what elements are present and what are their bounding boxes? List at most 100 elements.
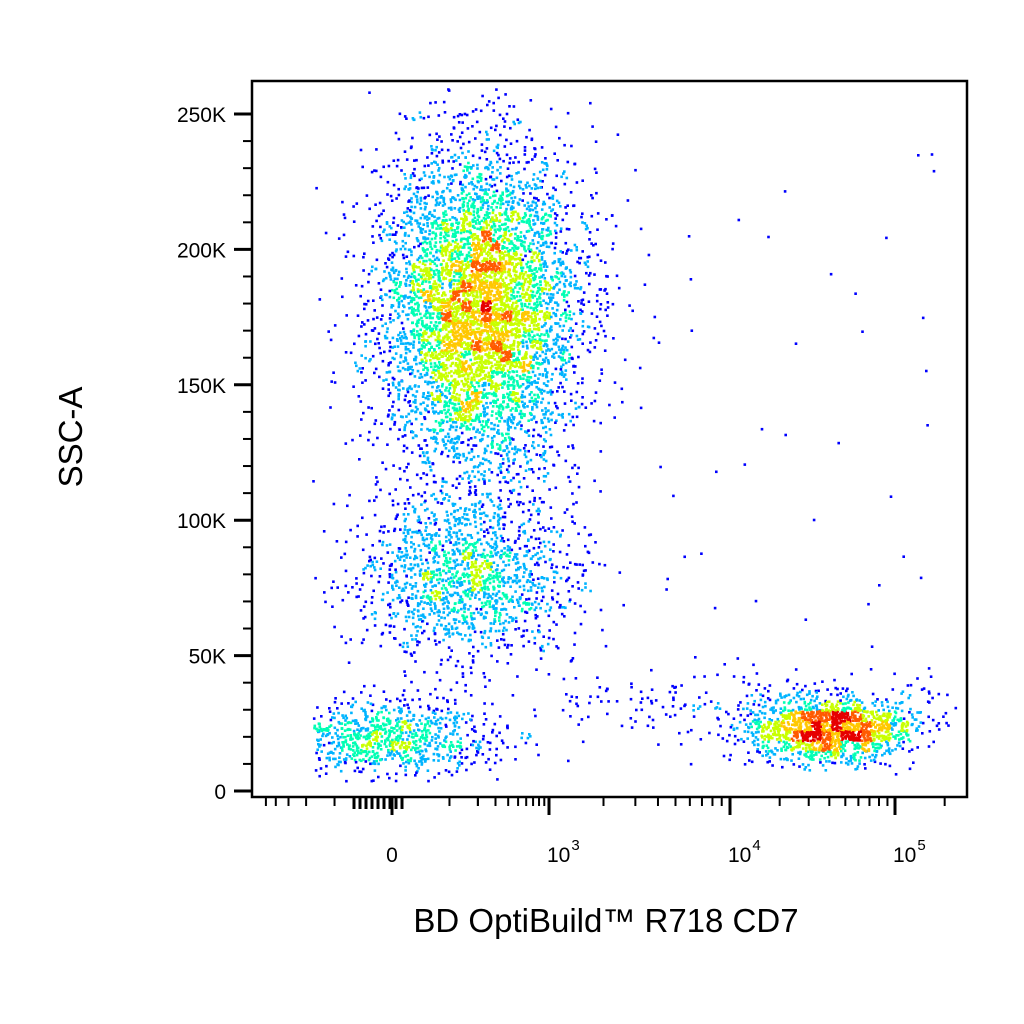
event-point [537,252,541,255]
event-point [471,384,474,387]
event-point [412,328,416,331]
event-point [458,518,462,522]
event-point [504,232,507,236]
event-point [451,307,455,311]
event-point [510,420,513,424]
event-point [492,246,495,250]
event-point [546,292,549,296]
event-point [375,495,378,499]
event-point [532,318,536,321]
event-point [492,399,495,403]
event-point [460,379,464,383]
event-point [471,220,475,224]
event-point [413,336,416,340]
event-point [481,247,484,250]
event-point [473,419,477,422]
event-point [475,331,478,334]
event-point [441,382,444,386]
event-point [477,241,480,245]
event-point [514,277,518,281]
event-point [521,317,525,320]
event-point [479,269,482,273]
event-point [333,324,337,327]
event-point [460,402,464,406]
event-point [415,322,418,326]
event-point [506,305,510,308]
event-point [483,451,486,455]
event-point [374,483,378,486]
event-point [582,330,586,333]
event-point [529,366,533,370]
event-point [426,326,429,330]
event-point [568,480,572,483]
event-point [417,385,420,388]
event-point [470,450,474,453]
event-point [558,280,562,284]
event-point [458,210,461,213]
event-point [492,322,496,326]
event-point [435,248,439,252]
event-point [549,433,553,437]
event-point [493,228,497,232]
event-point [489,257,492,260]
event-point [428,306,431,309]
event-point [479,340,482,344]
event-point [530,319,534,322]
event-point [467,161,470,165]
event-point [465,367,469,371]
event-point [469,285,473,289]
event-point [463,219,466,223]
event-point [476,227,479,231]
event-point [465,425,469,428]
event-point [511,242,514,245]
event-point [388,409,391,412]
event-point [514,360,518,364]
event-point [504,333,508,337]
event-point [537,377,540,380]
event-point [375,148,378,151]
event-point [476,269,479,272]
event-point [492,309,496,312]
event-point [412,307,415,311]
event-point [486,200,489,204]
event-point [571,446,575,450]
event-point [370,170,374,174]
event-point [544,384,548,387]
event-point [489,336,492,339]
event-point [495,383,498,387]
event-point [480,438,484,441]
event-point [450,370,453,373]
event-point [474,281,477,284]
event-point [541,409,544,412]
event-point [443,301,447,305]
event-point [392,280,396,284]
event-point [431,223,434,227]
event-point [444,305,448,308]
event-point [605,274,608,278]
event-point [390,268,393,271]
event-point [577,485,581,489]
event-point [354,361,357,365]
event-point [457,382,461,386]
event-point [444,210,447,213]
event-point [406,368,410,372]
event-point [599,288,603,291]
event-point [496,384,500,387]
event-point [514,253,517,257]
event-point [514,313,518,317]
event-point [425,343,428,346]
event-point [465,237,468,241]
event-point [449,398,452,402]
event-point [474,276,477,279]
event-point [439,393,443,396]
event-point [572,365,575,368]
event-point [547,360,550,364]
event-point [533,393,536,397]
event-point [440,491,444,495]
event-point [489,161,493,165]
event-point [549,506,553,509]
event-point [425,482,429,486]
event-point [550,277,553,280]
event-point [580,402,584,406]
event-point [488,356,492,359]
